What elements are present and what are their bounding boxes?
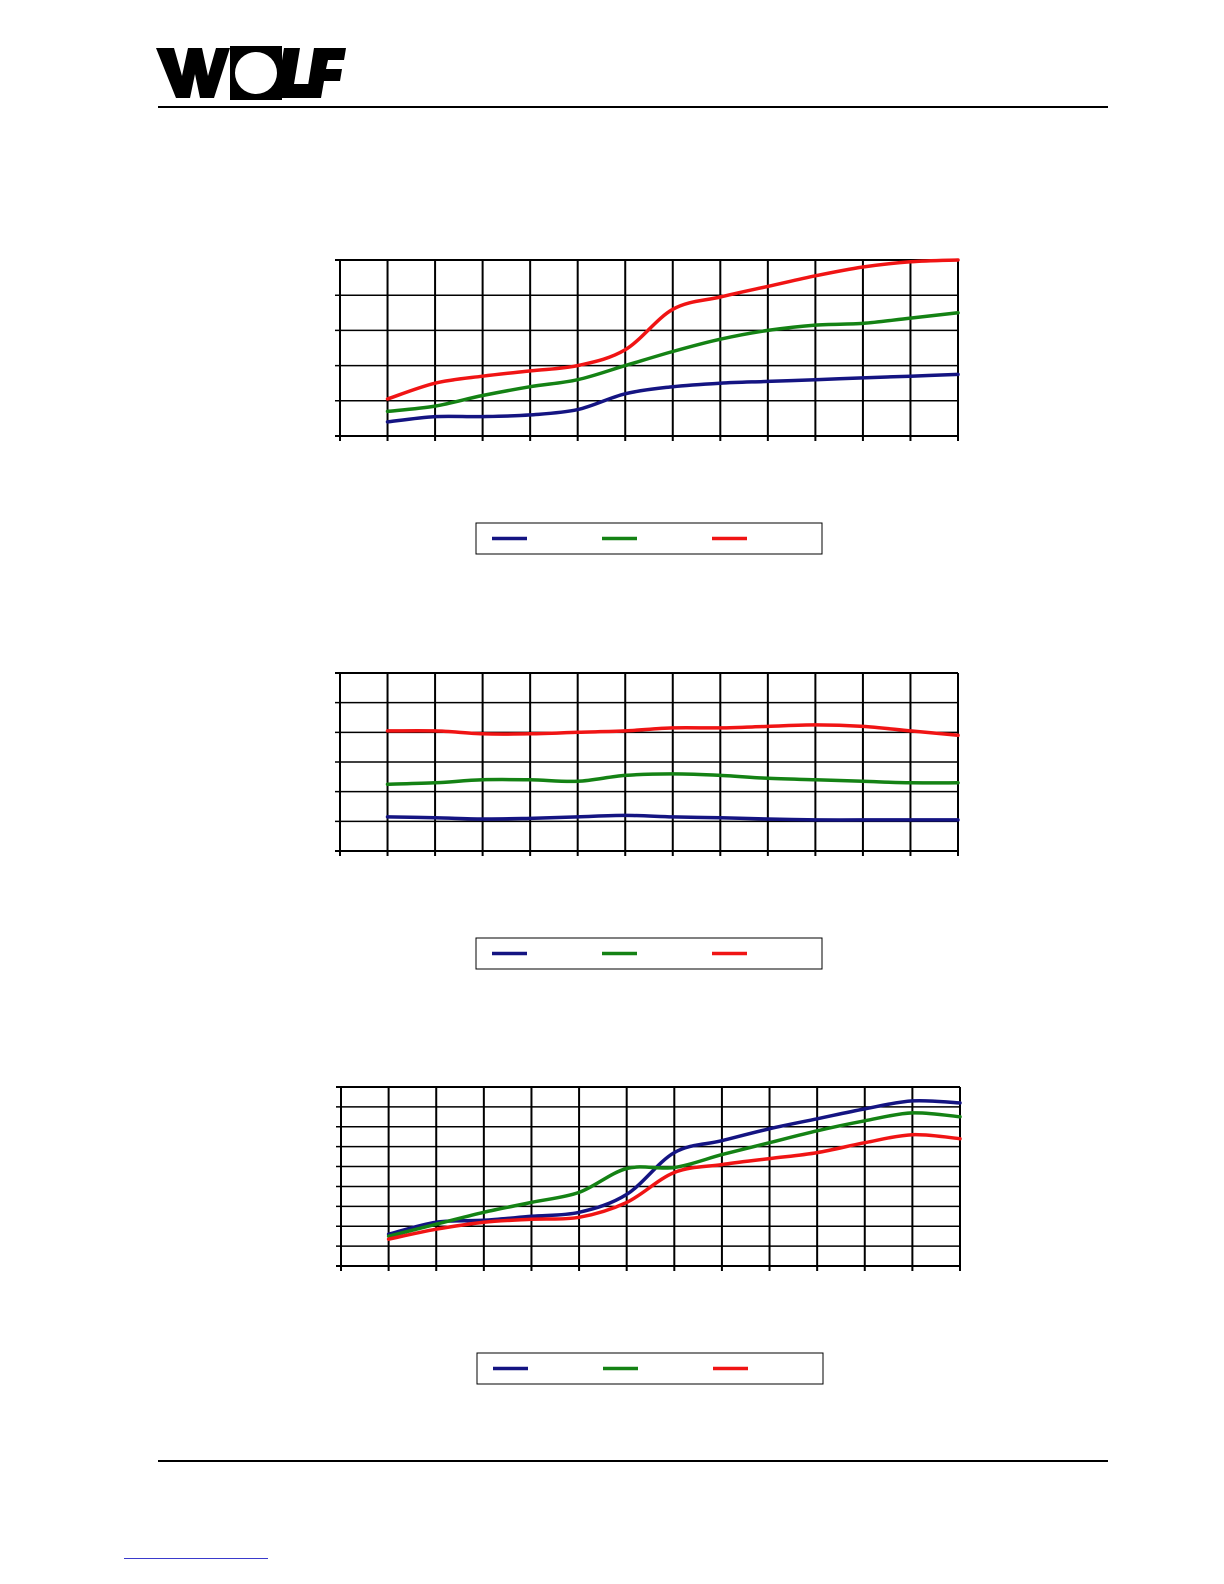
chart-3-series-1-line [386, 1098, 962, 1236]
chart-3-series-2-line [386, 1111, 962, 1238]
chart-1-legend-box [475, 522, 823, 555]
footer-rule [158, 1460, 1108, 1462]
chart-3-legend [476, 1352, 824, 1385]
footer-link-underline [124, 1558, 268, 1559]
chart-2-series-1-line [385, 813, 960, 822]
chart-2-series-3-line [385, 723, 960, 738]
wolf-logo-icon [156, 46, 346, 100]
chart-2 [335, 672, 960, 970]
chart-1-series-2-line [385, 311, 960, 414]
chart-2-series-2-line [385, 772, 960, 787]
chart-3 [336, 1086, 962, 1385]
header-rule [158, 106, 1108, 108]
chart-2-legend [475, 937, 823, 970]
chart-3-series-3-line [386, 1132, 962, 1241]
chart-2-legend-box [475, 937, 823, 970]
chart-3-legend-box [476, 1352, 824, 1385]
chart-1-legend [475, 522, 823, 555]
chart-1-series-1-line [385, 372, 960, 424]
chart-1-series-3-line [385, 258, 960, 401]
chart-1 [335, 258, 960, 555]
